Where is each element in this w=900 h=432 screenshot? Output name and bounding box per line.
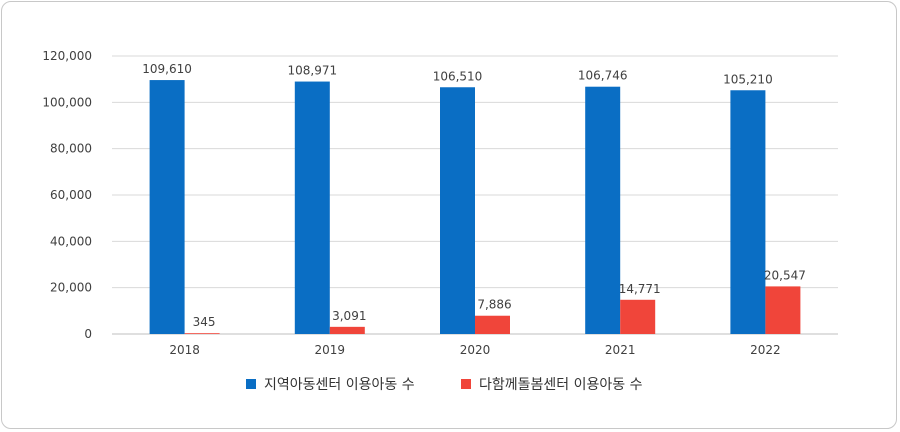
legend-swatch <box>246 379 256 389</box>
x-tick-label: 2019 <box>315 343 346 357</box>
y-tick-label: 120,000 <box>42 49 92 63</box>
data-label: 105,210 <box>723 72 773 86</box>
bar-series-2 <box>329 326 365 334</box>
data-label: 106,510 <box>433 69 483 83</box>
x-tick-label: 2018 <box>169 343 200 357</box>
bar-series-2 <box>475 315 510 334</box>
data-label: 108,971 <box>287 64 337 78</box>
bar-series-2 <box>620 299 656 334</box>
x-tick-label: 2022 <box>750 343 781 357</box>
bar-series-1 <box>294 81 330 335</box>
y-tick-label: 0 <box>84 327 92 341</box>
x-axis: 2018 2019 2020 2021 2022 <box>169 343 780 357</box>
bar-series-1 <box>149 80 185 335</box>
bar-series-1 <box>440 87 475 334</box>
bar-series-2 <box>184 333 220 334</box>
x-tick-label: 2020 <box>460 343 491 357</box>
data-label: 7,886 <box>477 298 511 312</box>
bar-series-1 <box>585 86 621 334</box>
legend-label: 지역아동센터 이용아동 수 <box>264 377 415 393</box>
y-tick-label: 40,000 <box>50 234 92 248</box>
data-label: 14,771 <box>619 282 661 296</box>
legend: 지역아동센터 이용아동 수 다함께돌봄센터 이용아동 수 <box>246 377 643 393</box>
bars <box>149 80 801 335</box>
y-tick-label: 100,000 <box>42 95 92 109</box>
x-tick-label: 2021 <box>605 343 636 357</box>
legend-swatch <box>461 379 471 389</box>
legend-label: 다함께돌봄센터 이용아동 수 <box>479 377 643 393</box>
y-axis: 0 20,000 40,000 60,000 80,000 100,000 120,000 <box>42 49 92 341</box>
data-label: 20,547 <box>764 268 806 282</box>
bar-series-2 <box>765 286 801 334</box>
y-tick-label: 20,000 <box>50 281 92 295</box>
bar-series-1 <box>730 90 766 335</box>
y-tick-label: 60,000 <box>50 188 92 202</box>
data-label: 345 <box>193 315 216 329</box>
data-label: 106,746 <box>578 69 628 83</box>
data-labels: 109,610 345 108,971 3,091 106,510 7,886 106,74… <box>142 62 806 329</box>
y-tick-label: 80,000 <box>50 142 92 156</box>
data-label: 109,610 <box>142 62 192 76</box>
data-label: 3,091 <box>332 309 366 323</box>
